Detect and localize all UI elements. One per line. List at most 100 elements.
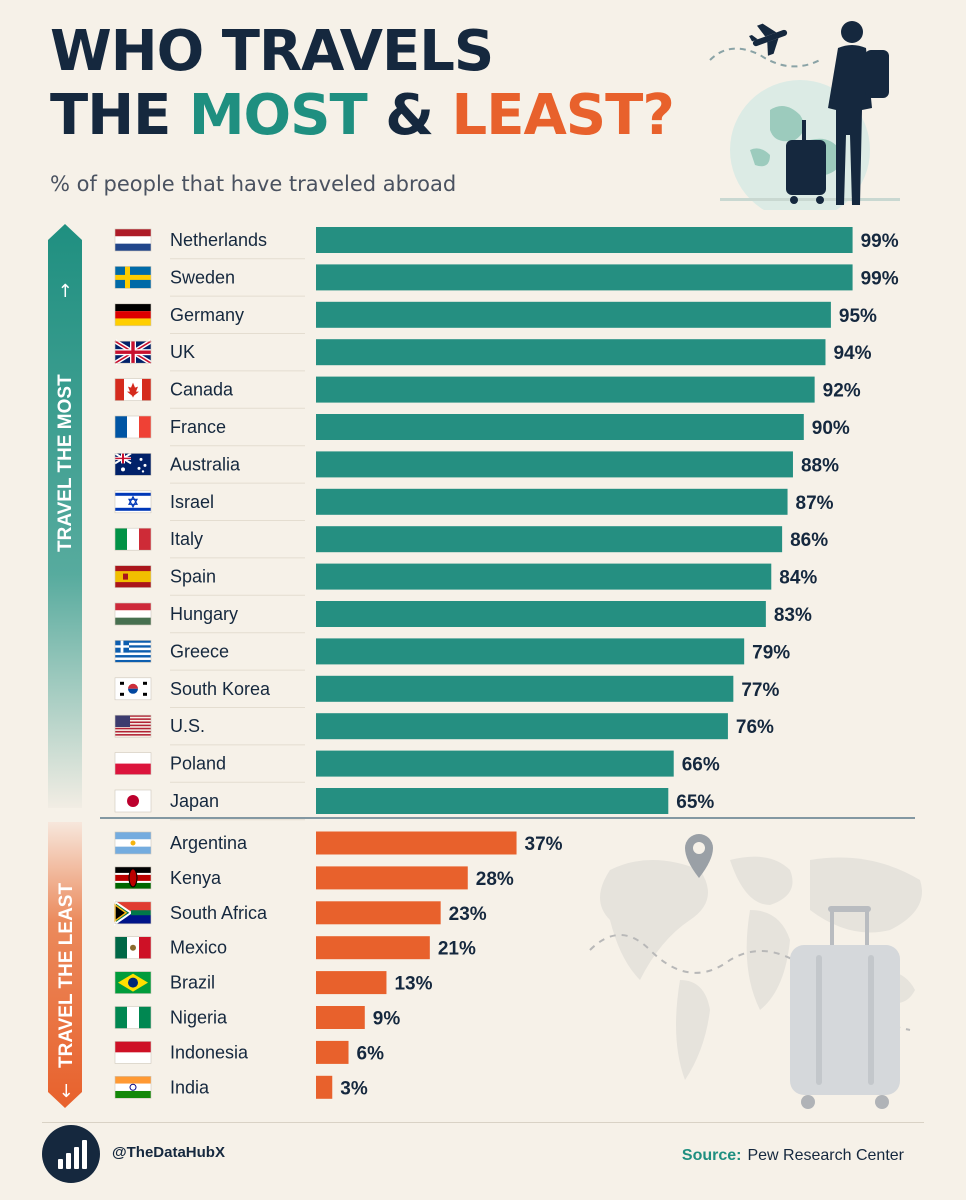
- flag-us-icon: [114, 714, 152, 738]
- flag-pl-icon: [114, 752, 152, 775]
- flag-part: [128, 868, 138, 888]
- flag-part: [127, 416, 139, 438]
- data-label: 79%: [752, 642, 790, 663]
- flag-border: [114, 971, 152, 994]
- flag-part: [115, 236, 151, 244]
- title-most: MOST: [188, 83, 368, 148]
- footer-source: Source: Pew Research Center: [682, 1147, 904, 1165]
- data-label: 95%: [839, 306, 877, 327]
- data-label: 9%: [373, 1009, 401, 1030]
- flag-border: [114, 490, 152, 514]
- category-label: India: [170, 1077, 210, 1097]
- flag-border: [114, 453, 152, 476]
- footer-handle: @TheDataHubX: [112, 1144, 225, 1161]
- flag-se-icon: [114, 266, 152, 289]
- flag-part: [115, 457, 131, 460]
- data-label: 23%: [449, 904, 487, 925]
- flag-mx-icon: [114, 936, 152, 960]
- category-label: Canada: [170, 380, 234, 400]
- side-arrow-least-glyph: ←: [56, 1083, 77, 1098]
- flag-part: [128, 683, 138, 689]
- flag-part: [115, 378, 124, 401]
- flag-part: [115, 318, 151, 326]
- category-label: Mexico: [170, 938, 227, 958]
- data-label: 94%: [833, 343, 871, 364]
- flag-part: [115, 1006, 127, 1029]
- flag-il-icon: [114, 490, 152, 514]
- flag-border: [114, 640, 152, 663]
- flag-part: [115, 657, 151, 660]
- bar: [316, 713, 728, 740]
- flag-part: [141, 470, 145, 473]
- bar: [316, 675, 734, 702]
- flag-border: [114, 1041, 152, 1064]
- flag-part: [127, 382, 139, 398]
- category-label: South Korea: [170, 679, 271, 699]
- flag-part: [115, 730, 151, 733]
- flag-part: [128, 495, 138, 509]
- bar: [316, 971, 387, 995]
- bar: [316, 451, 793, 478]
- flag-border: [114, 1006, 152, 1029]
- flag-part: [120, 692, 124, 696]
- flag-part: [115, 724, 151, 727]
- flag-part: [115, 655, 151, 658]
- category-label: Greece: [170, 641, 229, 661]
- category-label: Japan: [170, 791, 219, 811]
- flag-part: [115, 715, 130, 727]
- flag-part: [139, 1006, 151, 1029]
- title-amp: &: [366, 83, 452, 148]
- category-label: Hungary: [170, 604, 238, 624]
- flag-part: [143, 692, 147, 696]
- flag-part: [120, 681, 124, 685]
- data-label: 99%: [861, 231, 899, 252]
- flag-border: [114, 714, 152, 738]
- category-label: Brazil: [170, 973, 215, 993]
- title-the: THE: [50, 83, 189, 148]
- flag-part: [115, 752, 151, 764]
- category-label: Italy: [170, 529, 203, 549]
- flag-part: [130, 944, 136, 951]
- flag-za-icon: [114, 899, 152, 926]
- flag-border: [114, 228, 152, 252]
- side-arrow-most: [48, 224, 82, 808]
- bar: [316, 601, 766, 627]
- flag-part: [115, 936, 127, 959]
- flag-border: [114, 602, 152, 626]
- flag-part: [121, 467, 125, 472]
- flag-border: [114, 527, 152, 551]
- category-label: Indonesia: [170, 1042, 249, 1062]
- flag-border: [114, 789, 152, 813]
- category-label: France: [170, 417, 226, 437]
- bar: [316, 301, 831, 328]
- data-label: 77%: [741, 680, 779, 701]
- flag-ng-icon: [114, 1006, 152, 1029]
- data-label: 87%: [796, 493, 834, 514]
- flag-border: [114, 266, 152, 289]
- flag-part: [115, 659, 151, 663]
- data-label: 99%: [861, 268, 899, 289]
- bar: [316, 901, 441, 925]
- flag-jp-icon: [114, 789, 152, 813]
- flag-border: [114, 565, 152, 588]
- flag-part: [115, 652, 151, 656]
- flag-border: [114, 378, 152, 401]
- page-title: WHO TRAVELS THE MOST & LEAST?: [50, 20, 675, 148]
- category-label: Israel: [170, 492, 214, 512]
- flag-part: [115, 647, 151, 651]
- flag-gr-icon: [114, 640, 152, 663]
- side-arrow-least: [48, 822, 82, 1108]
- flag-border: [114, 752, 152, 775]
- flag-border: [114, 831, 152, 855]
- flag-border: [114, 1076, 152, 1099]
- flag-kr-icon: [114, 677, 152, 701]
- flag-part: [143, 463, 147, 467]
- flag-part: [115, 311, 151, 319]
- data-label: 37%: [525, 834, 563, 855]
- flag-part: [115, 650, 151, 653]
- bar: [316, 376, 815, 403]
- bar: [316, 488, 788, 515]
- flag-part: [115, 274, 151, 280]
- flag-ke-icon: [114, 866, 152, 890]
